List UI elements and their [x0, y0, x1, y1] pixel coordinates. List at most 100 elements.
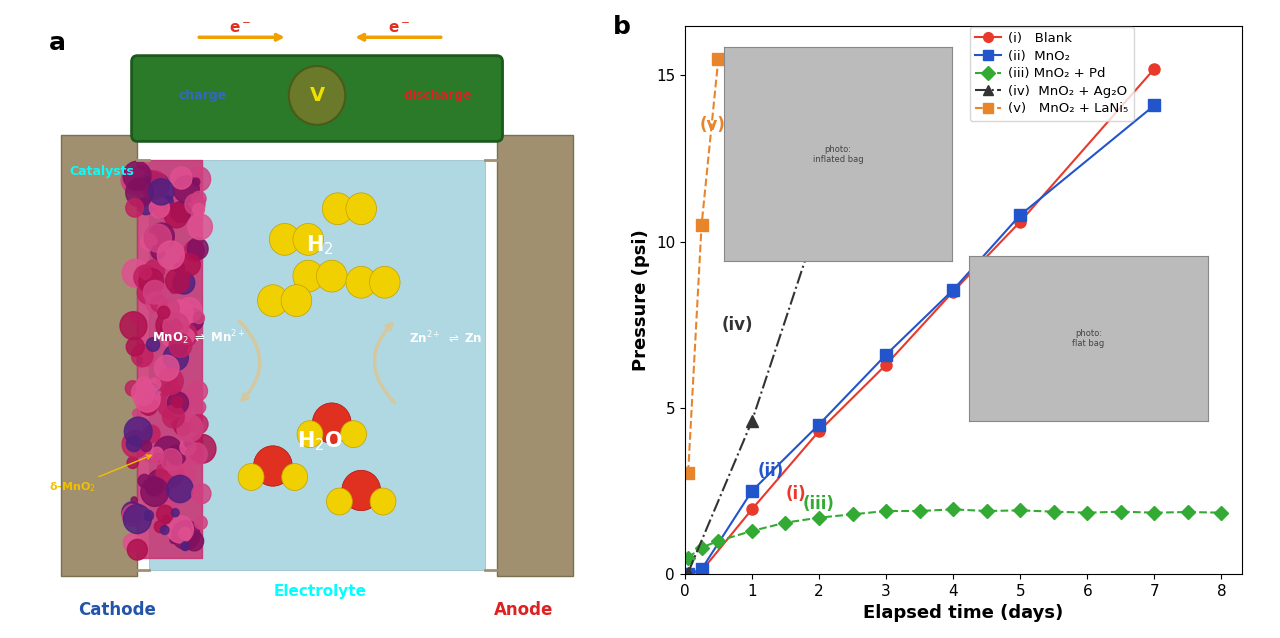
Circle shape	[177, 327, 184, 336]
Circle shape	[148, 179, 174, 205]
Circle shape	[188, 381, 207, 401]
Circle shape	[168, 392, 188, 414]
Circle shape	[312, 403, 351, 443]
Circle shape	[127, 338, 145, 356]
Circle shape	[184, 438, 193, 447]
Text: (ii): (ii)	[758, 462, 783, 480]
Circle shape	[170, 537, 177, 544]
Circle shape	[138, 269, 164, 294]
Circle shape	[140, 267, 151, 279]
Circle shape	[166, 454, 188, 477]
Circle shape	[154, 453, 164, 464]
Circle shape	[147, 174, 169, 197]
Circle shape	[166, 475, 193, 503]
Circle shape	[156, 311, 183, 339]
Circle shape	[147, 383, 159, 396]
Circle shape	[184, 241, 205, 262]
Circle shape	[160, 318, 183, 341]
Circle shape	[346, 193, 376, 225]
Text: Zn$^{2+}$ $\rightleftharpoons$ Zn: Zn$^{2+}$ $\rightleftharpoons$ Zn	[408, 329, 483, 345]
Circle shape	[122, 431, 148, 458]
Circle shape	[143, 510, 154, 521]
Circle shape	[154, 436, 182, 466]
Circle shape	[124, 417, 152, 446]
Circle shape	[123, 169, 147, 195]
Y-axis label: Pressure (psi): Pressure (psi)	[632, 229, 650, 371]
Circle shape	[184, 531, 204, 551]
Circle shape	[164, 345, 188, 371]
Circle shape	[131, 312, 140, 322]
Text: Anode: Anode	[494, 601, 553, 619]
Circle shape	[173, 175, 200, 203]
Circle shape	[178, 466, 196, 484]
Circle shape	[340, 420, 366, 448]
Circle shape	[125, 198, 143, 217]
Circle shape	[137, 376, 151, 392]
Text: charge: charge	[178, 89, 227, 102]
Circle shape	[172, 339, 188, 355]
Circle shape	[370, 488, 396, 515]
Circle shape	[157, 390, 186, 419]
Circle shape	[156, 459, 183, 487]
Circle shape	[188, 434, 216, 463]
Text: a: a	[49, 31, 67, 55]
Circle shape	[174, 263, 184, 274]
Circle shape	[137, 281, 160, 304]
X-axis label: Elapsed time (days): Elapsed time (days)	[863, 604, 1064, 623]
Circle shape	[138, 475, 151, 487]
Circle shape	[151, 295, 168, 312]
Circle shape	[188, 214, 212, 240]
Circle shape	[142, 171, 159, 188]
Circle shape	[193, 178, 200, 186]
Circle shape	[297, 420, 323, 448]
Circle shape	[165, 383, 172, 390]
Circle shape	[146, 452, 155, 463]
Circle shape	[161, 196, 173, 207]
Circle shape	[172, 520, 200, 549]
Circle shape	[184, 413, 193, 421]
Circle shape	[143, 281, 166, 304]
Circle shape	[342, 470, 380, 510]
Circle shape	[122, 259, 148, 287]
Circle shape	[174, 329, 182, 337]
Circle shape	[145, 224, 172, 252]
Text: discharge: discharge	[403, 89, 472, 102]
Circle shape	[140, 397, 157, 415]
Circle shape	[150, 378, 161, 390]
Circle shape	[163, 313, 189, 340]
FancyBboxPatch shape	[132, 56, 503, 142]
Circle shape	[192, 484, 211, 503]
Text: H$_2$O: H$_2$O	[297, 430, 343, 453]
Circle shape	[123, 161, 151, 190]
Circle shape	[293, 223, 324, 255]
Circle shape	[141, 171, 168, 199]
Circle shape	[147, 470, 170, 493]
Circle shape	[156, 505, 174, 523]
Circle shape	[173, 341, 180, 349]
Circle shape	[123, 505, 151, 533]
Circle shape	[141, 172, 163, 195]
Circle shape	[164, 203, 188, 228]
Text: Cathode: Cathode	[78, 601, 156, 619]
Circle shape	[174, 323, 197, 347]
Circle shape	[192, 191, 206, 206]
Circle shape	[164, 336, 173, 346]
Circle shape	[157, 306, 170, 319]
Text: (iv): (iv)	[722, 316, 753, 334]
Circle shape	[169, 334, 192, 357]
Circle shape	[151, 447, 163, 460]
Circle shape	[187, 238, 209, 260]
Text: e$^-$: e$^-$	[388, 20, 411, 36]
Circle shape	[141, 477, 169, 507]
Text: MnO$_2$ $\rightleftharpoons$ Mn$^{2+}$: MnO$_2$ $\rightleftharpoons$ Mn$^{2+}$	[152, 328, 246, 346]
Circle shape	[195, 516, 207, 530]
Circle shape	[180, 439, 196, 456]
Circle shape	[127, 436, 141, 452]
Circle shape	[151, 196, 163, 208]
Circle shape	[120, 312, 147, 339]
Circle shape	[326, 488, 352, 515]
Circle shape	[137, 357, 143, 364]
Circle shape	[157, 485, 182, 510]
Circle shape	[152, 187, 160, 194]
Circle shape	[238, 464, 264, 491]
